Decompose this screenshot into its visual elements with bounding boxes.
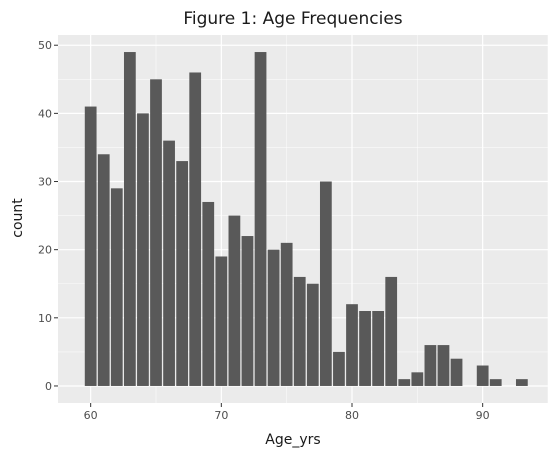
bar bbox=[189, 72, 202, 386]
bar bbox=[176, 161, 189, 386]
bar bbox=[228, 215, 241, 386]
bar bbox=[372, 311, 385, 386]
chart-title: Figure 1: Age Frequencies bbox=[183, 9, 402, 29]
bar bbox=[398, 379, 411, 386]
bar bbox=[437, 345, 450, 386]
bar bbox=[97, 154, 110, 386]
bar bbox=[267, 249, 280, 386]
bar bbox=[359, 311, 371, 386]
y-tick-label: 0 bbox=[45, 380, 52, 393]
bar bbox=[424, 345, 437, 386]
bar bbox=[84, 106, 97, 386]
bar bbox=[333, 351, 345, 386]
y-tick-label: 20 bbox=[38, 244, 52, 257]
bar bbox=[137, 113, 149, 386]
bar bbox=[385, 276, 398, 386]
bar bbox=[489, 379, 502, 386]
bar bbox=[254, 52, 267, 386]
bar bbox=[293, 276, 306, 386]
bar bbox=[280, 242, 293, 386]
bar bbox=[450, 358, 463, 386]
bar bbox=[163, 140, 175, 386]
x-tick-label: 70 bbox=[214, 409, 228, 422]
bar bbox=[515, 379, 528, 386]
bar bbox=[476, 365, 489, 386]
bar bbox=[411, 372, 424, 386]
x-axis-label: Age_yrs bbox=[265, 432, 320, 448]
y-tick-label: 50 bbox=[38, 39, 52, 52]
x-tick-label: 60 bbox=[84, 409, 98, 422]
bar bbox=[202, 201, 215, 386]
x-tick-label: 90 bbox=[476, 409, 490, 422]
bar bbox=[110, 188, 123, 386]
bar bbox=[150, 79, 162, 386]
bar bbox=[215, 256, 228, 386]
y-tick-label: 40 bbox=[38, 107, 52, 120]
x-tick-label: 80 bbox=[345, 409, 359, 422]
bar bbox=[319, 181, 332, 386]
bar bbox=[123, 52, 136, 386]
bar bbox=[306, 283, 319, 386]
y-tick-label: 10 bbox=[38, 312, 52, 325]
bar bbox=[241, 236, 254, 386]
plot-area: 0 10 20 30 40 50 60 70 80 90 bbox=[38, 35, 549, 422]
y-tick-label: 30 bbox=[38, 176, 52, 189]
y-axis-label: count bbox=[10, 198, 26, 238]
bar bbox=[346, 304, 358, 386]
